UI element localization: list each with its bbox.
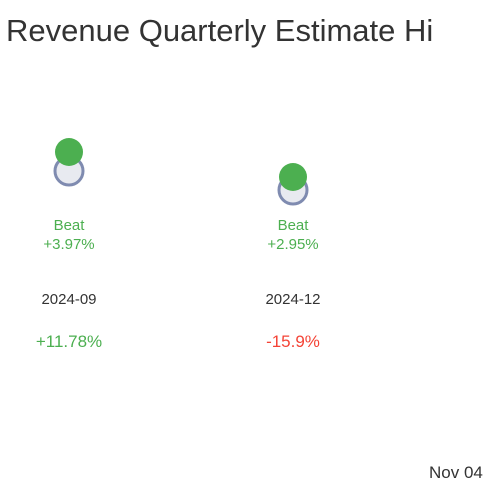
chart-title: Revenue Quarterly Estimate Hi (6, 13, 434, 48)
actual-marker (55, 138, 83, 166)
period-label: 2024-12 (265, 291, 321, 308)
period-label: 2024-09 (41, 291, 97, 308)
price-change-label: +11.78% (35, 332, 103, 351)
period-label: 20 (437, 291, 500, 308)
surprise-percent-label: + (437, 236, 500, 253)
beat-status-label: Beat (277, 217, 309, 234)
price-change-label: -2 (437, 332, 500, 352)
actual-marker (279, 163, 307, 191)
date-label: Nov 04 (429, 463, 483, 482)
surprise-percent-label: +3.97% (43, 236, 95, 253)
price-change-label: -15.9% (266, 332, 320, 351)
surprise-percent-label: +2.95% (267, 236, 319, 253)
beat-status-label: Beat (53, 217, 85, 234)
